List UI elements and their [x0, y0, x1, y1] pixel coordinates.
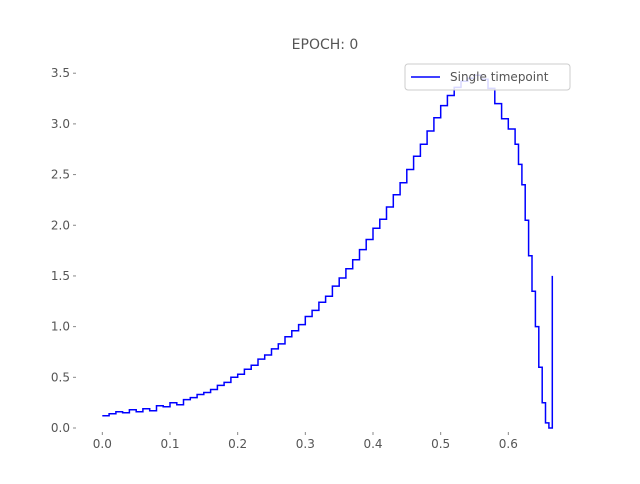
x-tick-label: 0.1	[160, 437, 179, 451]
data-point	[102, 415, 104, 417]
data-point	[531, 290, 533, 292]
x-tick-label: 0.5	[431, 437, 450, 451]
y-tick-label: 0.5	[51, 370, 70, 384]
data-point	[115, 411, 117, 413]
data-point	[298, 324, 300, 326]
data-point	[135, 411, 137, 413]
data-point	[257, 358, 259, 360]
data-point	[440, 105, 442, 107]
data-point	[277, 343, 279, 345]
data-point	[392, 194, 394, 196]
data-point	[237, 373, 239, 375]
data-point	[545, 422, 547, 424]
y-tick-label: 1.5	[51, 269, 70, 283]
data-point	[359, 249, 361, 251]
series-layer	[102, 74, 554, 429]
data-point	[345, 268, 347, 270]
data-point	[183, 399, 185, 401]
data-point	[365, 239, 367, 241]
data-point	[552, 275, 554, 277]
data-point	[535, 326, 537, 328]
data-point	[372, 228, 374, 230]
data-point	[189, 397, 191, 399]
data-point	[129, 409, 131, 411]
data-point	[413, 156, 415, 158]
y-tick-label: 1.0	[51, 320, 70, 334]
data-point	[518, 164, 520, 166]
legend-box	[404, 63, 571, 91]
data-point	[501, 118, 503, 120]
y-tick-label: 3.0	[51, 117, 70, 131]
data-point	[325, 295, 327, 297]
data-point	[514, 143, 516, 145]
data-point	[524, 219, 526, 221]
data-point	[203, 392, 205, 394]
chart-title: EPOCH: 0	[292, 37, 359, 53]
series-line-0	[102, 74, 554, 429]
y-axis-ticks: 0.0 0.5 1.0 1.5 2.0 2.5 3.0 3.5	[51, 66, 76, 435]
x-tick-label: 0.6	[499, 437, 518, 451]
data-point	[250, 364, 252, 366]
data-point	[223, 382, 225, 384]
legend: Single timepoint	[404, 63, 571, 91]
x-tick-label: 0.4	[363, 437, 382, 451]
data-point	[305, 316, 307, 318]
data-point	[230, 377, 232, 379]
data-point	[399, 182, 401, 184]
x-tick-label: 0.2	[228, 437, 247, 451]
data-point	[210, 389, 212, 391]
x-axis-ticks: 0.0 0.1 0.2 0.3 0.4 0.5 0.6	[93, 432, 518, 451]
data-point	[528, 255, 530, 257]
data-point	[271, 348, 273, 350]
data-point	[538, 366, 540, 368]
data-point	[176, 404, 178, 406]
data-point	[494, 103, 496, 105]
y-tick-label: 0.0	[51, 421, 70, 435]
x-tick-label: 0.3	[296, 437, 315, 451]
data-point	[433, 117, 435, 119]
data-point	[122, 412, 124, 414]
y-tick-label: 2.0	[51, 218, 70, 232]
data-point	[406, 169, 408, 171]
data-point	[311, 310, 313, 312]
data-point	[447, 95, 449, 97]
data-point	[332, 285, 334, 287]
data-point	[352, 259, 354, 261]
data-point	[541, 402, 543, 404]
data-point	[244, 368, 246, 370]
data-point	[426, 130, 428, 132]
y-tick-label: 2.5	[51, 168, 70, 182]
data-point	[420, 143, 422, 145]
data-point	[291, 330, 293, 332]
data-point	[142, 408, 144, 410]
data-point	[264, 354, 266, 356]
data-point	[379, 218, 381, 220]
data-point	[284, 336, 286, 338]
data-point	[149, 410, 151, 412]
data-point	[196, 394, 198, 396]
data-point	[508, 128, 510, 130]
data-point	[548, 427, 550, 429]
data-point	[156, 405, 158, 407]
y-tick-label: 3.5	[51, 66, 70, 80]
data-point	[162, 406, 164, 408]
data-point	[318, 302, 320, 304]
data-point	[217, 385, 219, 387]
data-point	[169, 402, 171, 404]
data-point	[108, 413, 110, 415]
x-tick-label: 0.0	[93, 437, 112, 451]
data-point	[521, 184, 523, 186]
legend-label: Single timepoint	[450, 70, 549, 84]
data-point	[386, 206, 388, 208]
data-point	[338, 277, 340, 279]
